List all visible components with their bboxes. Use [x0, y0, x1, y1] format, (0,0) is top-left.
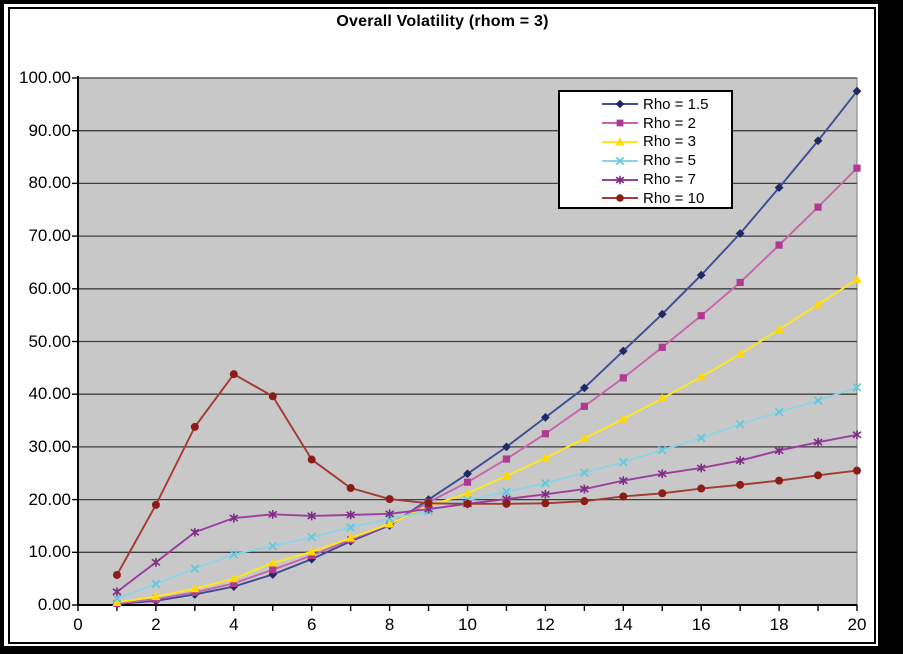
y-tick-label: 10.00: [28, 542, 71, 562]
legend-item: Rho = 10: [560, 189, 731, 208]
y-tick-label: 70.00: [28, 226, 71, 246]
y-tick-label: 30.00: [28, 436, 71, 456]
x-tick-label: 10: [458, 615, 477, 634]
y-tick-label: 60.00: [28, 278, 71, 298]
legend-marker-sample: [602, 194, 638, 203]
chart-title: Overall Volatility (rhom = 3): [336, 13, 549, 30]
legend-box: Rho = 1.5 Rho = 2 Rho = 3 Rho = 5 Rho = 7 Rho…: [558, 90, 733, 209]
legend-marker-sample: [602, 156, 638, 165]
x-tick-label: 6: [306, 615, 317, 634]
x-tick-label: 14: [613, 615, 633, 634]
x-tick-label: 16: [691, 615, 711, 634]
y-tick-label: 50.00: [28, 331, 71, 351]
legend-label: Rho = 2: [643, 114, 696, 132]
y-tick-label: 20.00: [28, 489, 71, 509]
legend-label: Rho = 3: [643, 133, 696, 151]
legend-marker-sample: [602, 175, 638, 184]
series-Rho5: [112, 382, 862, 604]
legend-label: Rho = 7: [643, 171, 696, 189]
legend-item: Rho = 3: [560, 133, 731, 152]
x-tick-label: 12: [535, 615, 555, 634]
y-tick-label: 100.00: [19, 68, 71, 87]
y-tick-label: 40.00: [28, 384, 71, 404]
legend-marker-sample: [602, 119, 638, 127]
legend-label: Rho = 1.5: [643, 95, 709, 113]
legend-item: Rho = 7: [560, 170, 731, 189]
series-Rho3: [112, 274, 862, 606]
y-tick-label: 80.00: [28, 173, 71, 193]
x-tick-label: 18: [769, 615, 789, 634]
legend-item: Rho = 2: [560, 114, 731, 133]
legend-item: Rho = 5: [560, 151, 731, 170]
x-tick-label: 2: [151, 615, 161, 634]
legend-label: Rho = 10: [643, 189, 705, 207]
legend-item: Rho = 1.5: [560, 95, 731, 114]
y-tick-label: 0.00: [37, 595, 71, 614]
x-tick-label: 0: [73, 615, 83, 634]
y-tick-label: 90.00: [28, 120, 71, 140]
series-Rho10: [112, 370, 861, 579]
legend-label: Rho = 5: [643, 152, 696, 170]
x-tick-label: 4: [229, 615, 239, 634]
legend-marker-sample: [602, 137, 638, 146]
legend-marker-sample: [602, 100, 638, 109]
x-tick-label: 8: [384, 615, 395, 634]
x-tick-label: 20: [847, 615, 867, 634]
